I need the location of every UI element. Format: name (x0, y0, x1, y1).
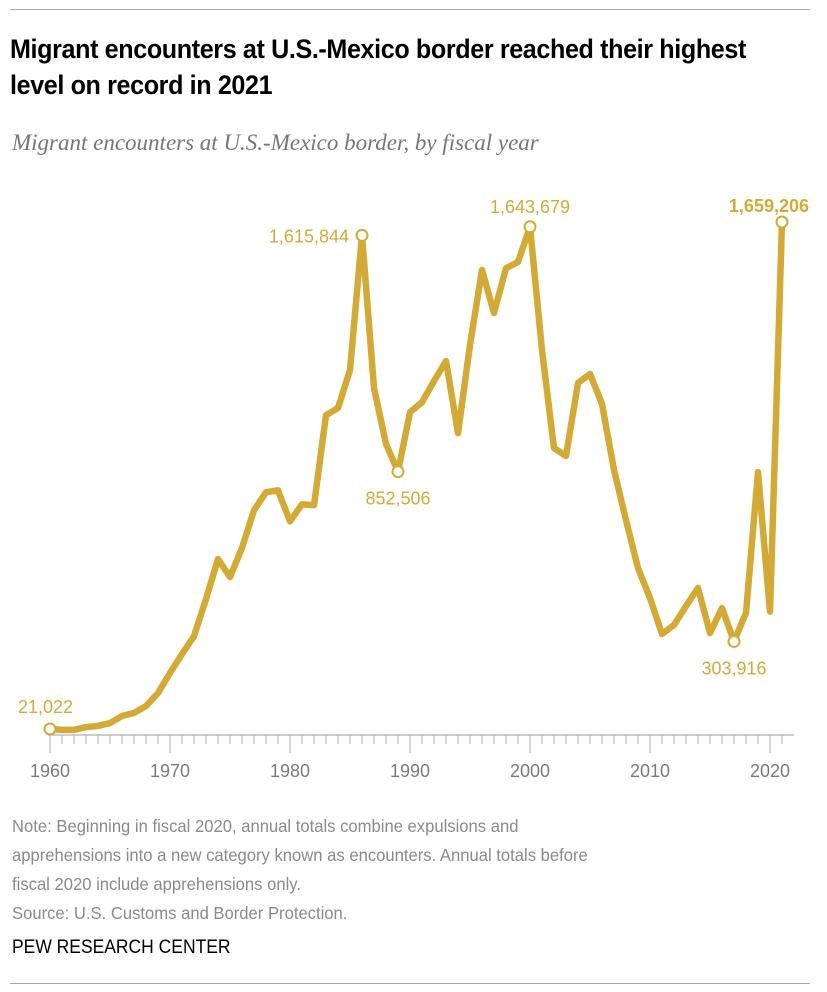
x-tick-label: 1960 (30, 761, 70, 781)
data-label: 1,643,679 (490, 197, 570, 217)
annotation-marker (355, 228, 369, 242)
x-axis: 1960 1970 1980 1990 2000 2010 2020 (30, 734, 794, 781)
chart-title: Migrant encounters at U.S.-Mexico border… (10, 34, 746, 100)
annotation-markers (43, 215, 789, 736)
chart-subtitle: Migrant encounters at U.S.-Mexico border… (12, 130, 539, 155)
x-tick-label: 2000 (510, 761, 550, 781)
note-line: apprehensions into a new category known … (12, 845, 588, 865)
annotation-labels: 21,022 1,615,844 852,506 1,643,679 303,916 1,… (18, 196, 809, 717)
data-label: 21,022 (18, 697, 73, 717)
note-line: fiscal 2020 include apprehensions only. (12, 874, 301, 894)
x-tick-label: 1990 (390, 761, 430, 781)
x-tick-label: 1980 (270, 761, 310, 781)
brand-logo-text: PEW RESEARCH CENTER (12, 937, 231, 958)
x-tick-label: 2020 (750, 761, 790, 781)
data-label: 1,615,844 (269, 226, 349, 246)
x-tick-label: 1970 (150, 761, 190, 781)
annotation-marker (391, 465, 405, 479)
annotation-marker (523, 220, 537, 234)
x-tick-label: 2010 (630, 761, 670, 781)
data-label: 1,659,206 (729, 196, 809, 216)
annotation-marker (43, 722, 57, 736)
annotation-marker (727, 634, 741, 648)
line-chart: 1960 1970 1980 1990 2000 2010 2020 21,022 1,615… (18, 196, 809, 781)
note-line: Note: Beginning in fiscal 2020, annual t… (12, 816, 519, 836)
data-label: 303,916 (701, 658, 766, 678)
series-line-migrant-encounters (46, 218, 786, 734)
data-label: 852,506 (365, 489, 430, 509)
top-rule (10, 9, 810, 10)
chart-note: Note: Beginning in fiscal 2020, annual t… (12, 812, 763, 928)
bottom-rule (10, 983, 810, 984)
annotation-marker (775, 215, 789, 229)
source-line: Source: U.S. Customs and Border Protecti… (12, 903, 348, 923)
